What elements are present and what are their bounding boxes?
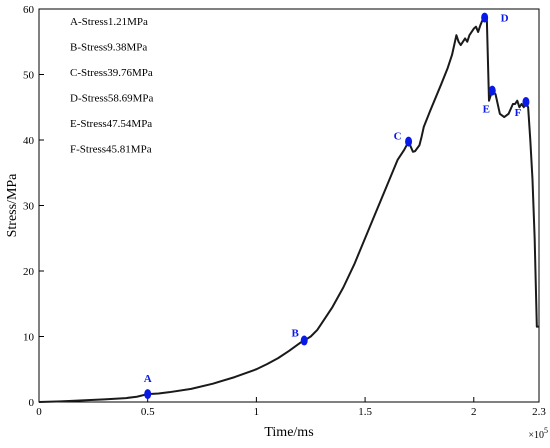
x-tick-label: 1.5: [358, 406, 372, 418]
y-tick-label: 40: [23, 135, 35, 147]
legend-entry: B-Stress9.38MPa: [70, 42, 147, 54]
x-axis-multiplier: ×105: [528, 426, 548, 441]
x-axis-ticks: 0 0.5 1 1.5 2 2.3: [36, 397, 546, 418]
marker-label-a: A: [144, 373, 152, 385]
x-tick-label: 0: [36, 406, 42, 418]
series-layer: [38, 16, 539, 403]
marker-label-f: F: [515, 107, 522, 119]
marker-point-c: [405, 136, 413, 147]
legend-entry: F-Stress45.81MPa: [70, 144, 152, 156]
x-tick-label: 0.5: [141, 406, 155, 418]
marker-point-e: [488, 85, 496, 96]
x-axis-title: Time/ms: [264, 425, 313, 440]
x-tick-label: 2: [471, 406, 477, 418]
marker-point-f: [522, 96, 530, 107]
y-tick-label: 60: [23, 4, 35, 16]
x-tick-label: 1: [254, 406, 260, 418]
y-tick-label: 10: [23, 332, 35, 344]
marker-label-e: E: [483, 104, 490, 116]
marker-point-d: [481, 12, 489, 23]
marker-point-b: [300, 335, 308, 346]
x-multiplier-base: ×10: [528, 430, 544, 441]
marker-label-c: C: [394, 131, 402, 143]
legend-entry: C-Stress39.76MPa: [70, 67, 153, 79]
marker-label-b: B: [292, 328, 300, 340]
y-tick-label: 50: [23, 70, 35, 82]
legend-entry: D-Stress58.69MPa: [70, 93, 154, 105]
y-tick-label: 20: [23, 266, 35, 278]
x-tick-label: 2.3: [532, 406, 546, 418]
marker-point-a: [144, 389, 152, 400]
legend: A-Stress1.21MPa B-Stress9.38MPa C-Stress39…: [70, 16, 154, 156]
legend-entry: A-Stress1.21MPa: [70, 16, 148, 28]
markers-layer: A B C D E F: [144, 12, 530, 400]
y-axis-title: Stress/MPa: [5, 173, 20, 238]
y-tick-label: 0: [29, 397, 35, 409]
y-axis-ticks: 0 10 20 30 40 50 60: [23, 4, 44, 409]
stress-curve: [38, 16, 539, 403]
marker-label-d: D: [501, 13, 509, 25]
x-multiplier-exponent: 5: [544, 426, 548, 435]
y-tick-label: 30: [23, 201, 35, 213]
legend-entry: E-Stress47.54MPa: [70, 118, 152, 130]
